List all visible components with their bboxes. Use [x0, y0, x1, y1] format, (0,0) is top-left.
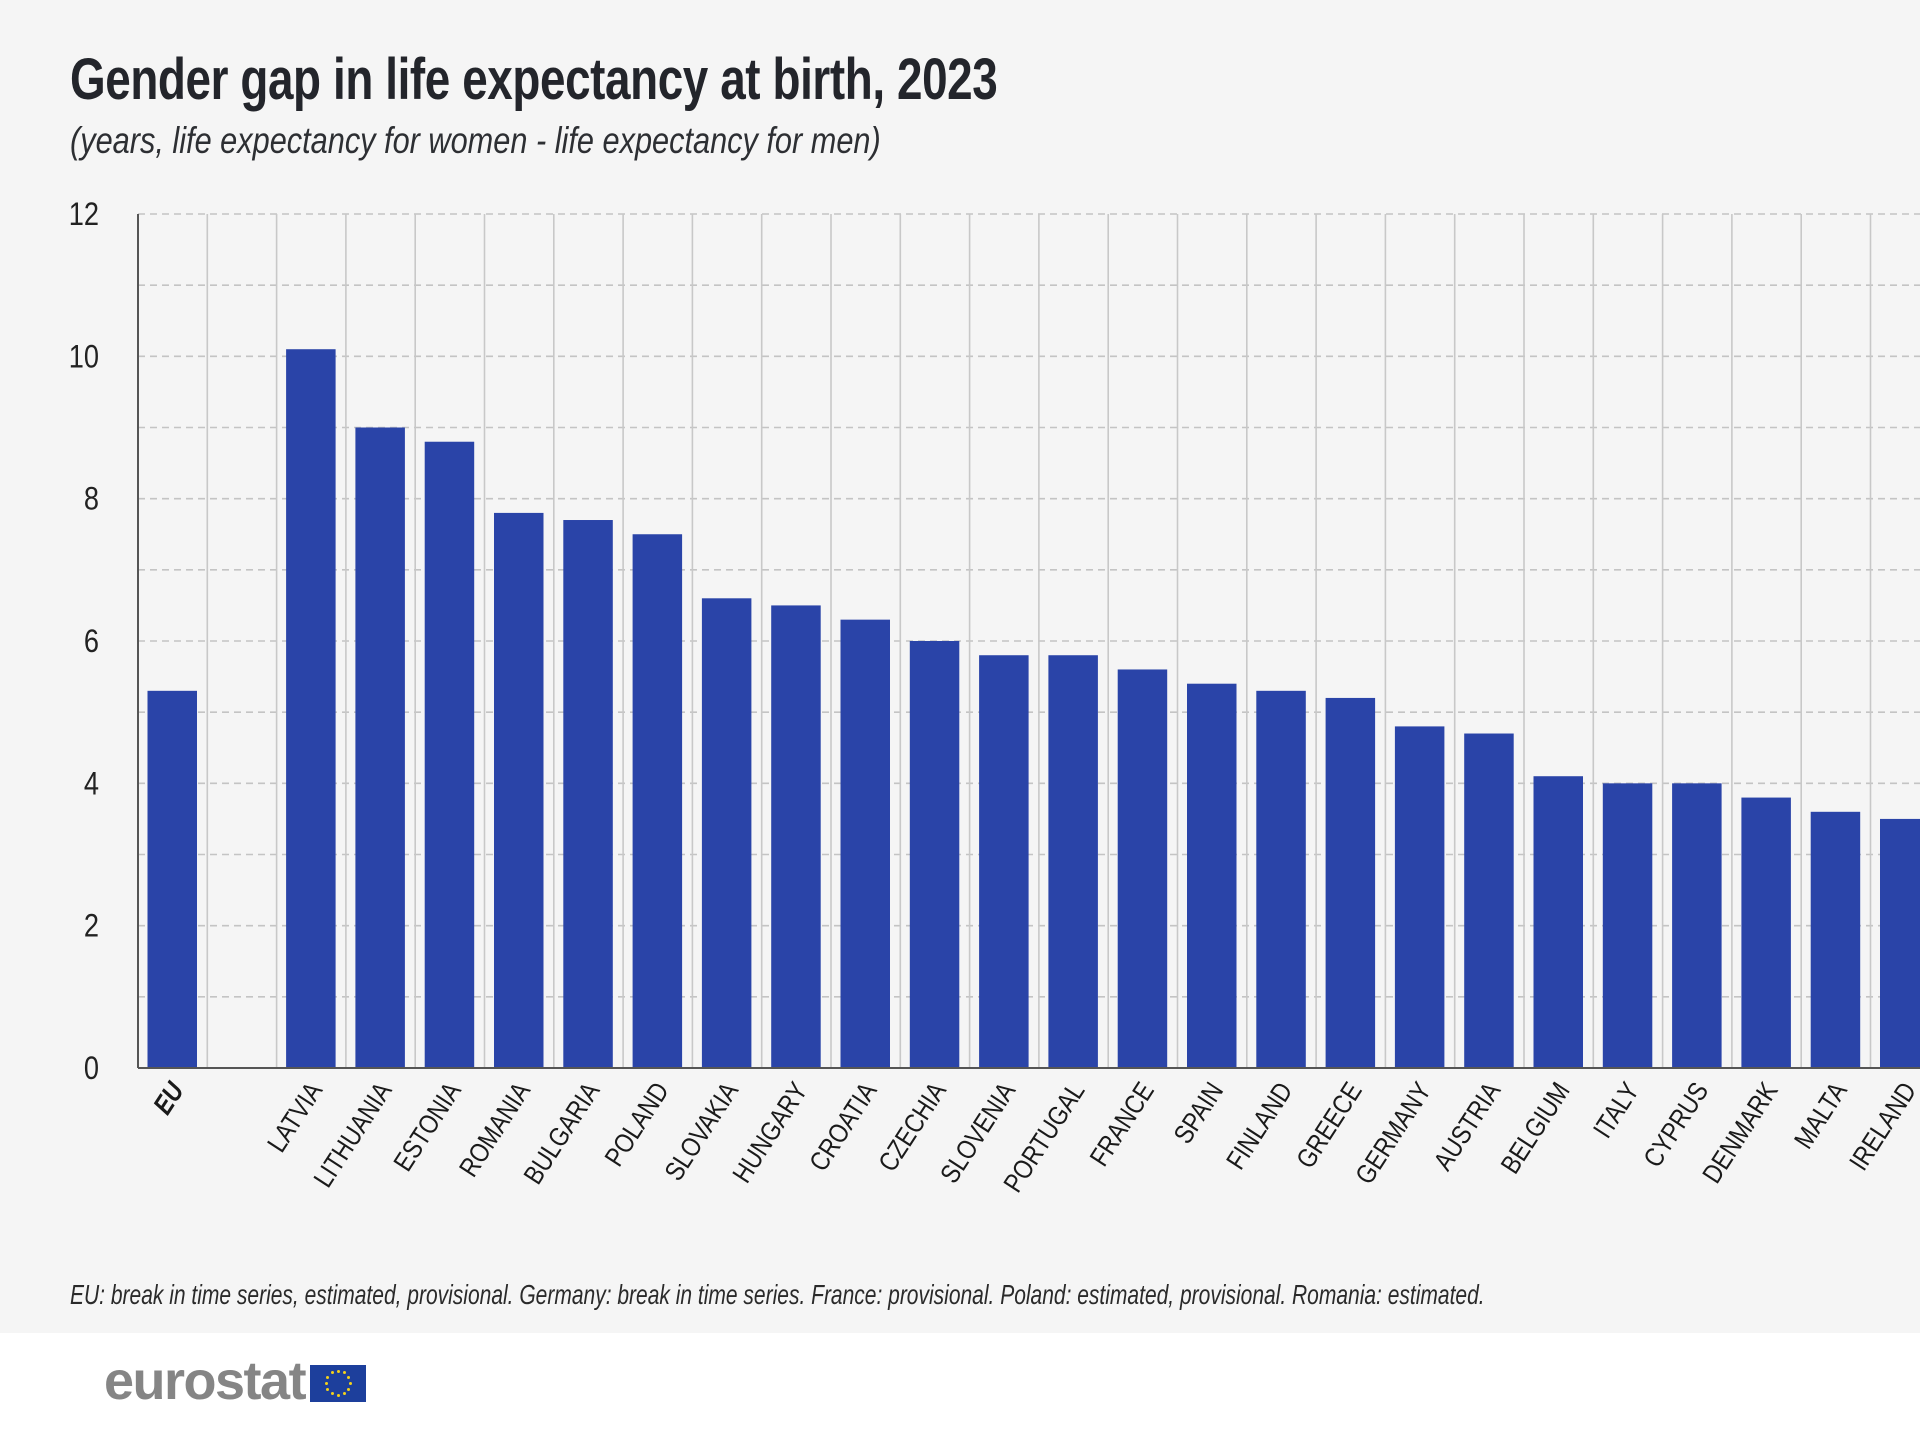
bar-eu: [147, 690, 197, 1068]
x-tick-label: FRANCE: [1084, 1077, 1160, 1172]
bar-portugal: [1048, 655, 1098, 1068]
y-tick-label: 0: [84, 1051, 99, 1087]
footnote: EU: break in time series, estimated, pro…: [70, 1279, 1485, 1310]
flag-star-icon: [348, 1381, 352, 1385]
bar-france: [1117, 669, 1168, 1068]
flag-star-icon: [336, 1393, 340, 1397]
flag-star-icon: [346, 1387, 350, 1391]
x-tick-label: BELGIUM: [1495, 1077, 1576, 1179]
bar-malta: [1810, 811, 1861, 1068]
bar-hungary: [771, 605, 821, 1068]
flag-star-icon: [342, 1371, 346, 1375]
flag-star-icon: [324, 1381, 328, 1385]
bar-greece: [1325, 697, 1376, 1068]
bar-bulgaria: [563, 520, 613, 1068]
bar-spain: [1187, 683, 1237, 1068]
y-tick-label: 12: [69, 197, 99, 233]
eurostat-logo[interactable]: eurostat: [104, 1351, 367, 1411]
x-tick-label: GREECE: [1291, 1077, 1369, 1174]
bars: [147, 349, 1920, 1068]
bar-slovakia: [701, 598, 752, 1068]
bar-ireland: [1880, 818, 1920, 1068]
x-tick-label: ITALY: [1587, 1077, 1645, 1144]
flag-star-icon: [330, 1371, 334, 1375]
bar-cyprus: [1672, 783, 1722, 1068]
bar-germany: [1394, 726, 1445, 1068]
bar-latvia: [286, 349, 336, 1068]
chart-subtitle: (years, life expectancy for women - life…: [70, 120, 881, 161]
bar-romania: [494, 512, 544, 1068]
y-tick-label: 4: [84, 766, 99, 802]
x-tick-label: EU: [148, 1076, 191, 1120]
bar-italy: [1602, 783, 1653, 1068]
bar-denmark: [1741, 797, 1791, 1068]
bar-poland: [632, 534, 683, 1068]
x-tick-label: MALTA: [1789, 1077, 1854, 1154]
eu-flag-icon: [310, 1364, 367, 1402]
x-tick-label: POLAND: [599, 1077, 675, 1172]
x-tick-label: CYPRUS: [1638, 1077, 1715, 1173]
x-tick-label: LATVIA: [262, 1077, 329, 1158]
y-tick-label: 8: [84, 482, 99, 518]
x-tick-label: CROATIA: [804, 1077, 884, 1177]
axes: [137, 214, 1920, 1069]
bar-estonia: [424, 441, 475, 1068]
bar-lithuania: [355, 427, 405, 1068]
x-tick-label: IRELAND: [1844, 1077, 1920, 1176]
x-tick-label: SPAIN: [1168, 1077, 1230, 1149]
x-tick-label: FINLAND: [1221, 1077, 1299, 1175]
y-tick-label: 2: [84, 909, 99, 945]
bar-finland: [1256, 690, 1306, 1068]
y-tick-label: 10: [69, 339, 99, 375]
bar-belgium: [1533, 776, 1583, 1068]
logo-text: eurostat: [104, 1351, 307, 1411]
bar-czechia: [909, 641, 960, 1068]
flag-star-icon: [326, 1387, 330, 1391]
bar-austria: [1464, 733, 1514, 1068]
chart-title: Gender gap in life expectancy at birth, …: [70, 47, 998, 112]
flag-star-icon: [330, 1391, 334, 1395]
bar-slovenia: [979, 655, 1029, 1068]
flag-star-icon: [346, 1375, 350, 1379]
y-tick-label: 6: [84, 624, 99, 660]
flag-star-icon: [342, 1391, 346, 1395]
gridlines: [138, 213, 1920, 1068]
bar-croatia: [840, 619, 890, 1068]
flag-star-icon: [326, 1375, 330, 1379]
flag-star-icon: [336, 1369, 340, 1373]
